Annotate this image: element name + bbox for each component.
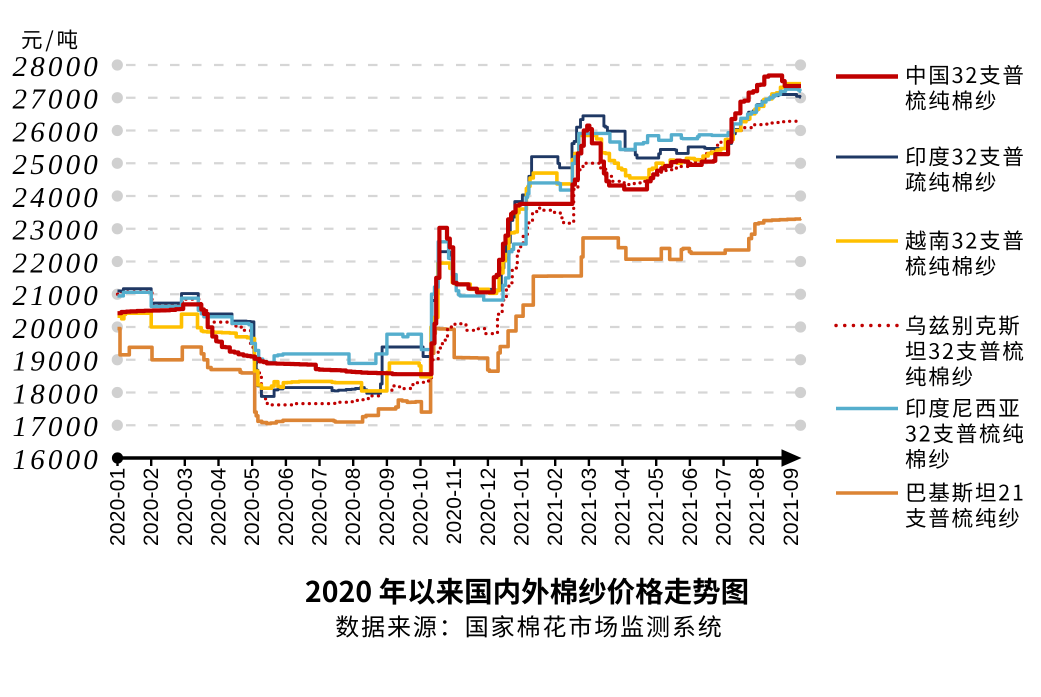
- svg-text:17000: 17000: [13, 411, 102, 443]
- svg-text:19000: 19000: [13, 346, 102, 378]
- svg-text:2020-03: 2020-03: [174, 468, 197, 546]
- svg-text:2021-01: 2021-01: [511, 468, 534, 546]
- svg-text:2020-06: 2020-06: [275, 468, 298, 546]
- svg-text:2020-02: 2020-02: [140, 468, 163, 546]
- svg-text:20000: 20000: [13, 313, 102, 345]
- svg-text:2020-01: 2020-01: [107, 468, 130, 546]
- svg-text:2020-10: 2020-10: [410, 468, 433, 546]
- svg-text:16000: 16000: [13, 444, 102, 476]
- svg-text:2020-04: 2020-04: [208, 467, 231, 546]
- svg-text:2020-11: 2020-11: [443, 468, 466, 545]
- svg-text:2021-08: 2021-08: [746, 468, 769, 546]
- svg-text:2021-02: 2021-02: [544, 468, 567, 546]
- svg-text:18000: 18000: [13, 378, 102, 410]
- svg-text:21000: 21000: [13, 280, 102, 312]
- svg-text:26000: 26000: [13, 116, 102, 148]
- svg-text:23000: 23000: [13, 215, 102, 247]
- svg-text:25000: 25000: [13, 149, 102, 181]
- svg-text:2020-05: 2020-05: [241, 468, 264, 546]
- svg-text:2021-09: 2021-09: [780, 468, 803, 546]
- svg-text:28000: 28000: [13, 51, 102, 83]
- svg-text:22000: 22000: [13, 247, 102, 279]
- svg-text:2021-04: 2021-04: [612, 467, 635, 546]
- svg-text:27000: 27000: [13, 84, 102, 116]
- svg-text:2020-09: 2020-09: [376, 468, 399, 546]
- svg-text:2020-12: 2020-12: [477, 468, 500, 546]
- svg-text:24000: 24000: [13, 182, 102, 214]
- svg-text:2021-05: 2021-05: [645, 468, 668, 546]
- svg-text:2021-06: 2021-06: [679, 468, 702, 546]
- svg-text:2021-07: 2021-07: [713, 468, 736, 546]
- svg-text:2020-08: 2020-08: [342, 468, 365, 546]
- svg-text:2021-03: 2021-03: [578, 468, 601, 546]
- svg-text:2020-07: 2020-07: [309, 468, 332, 546]
